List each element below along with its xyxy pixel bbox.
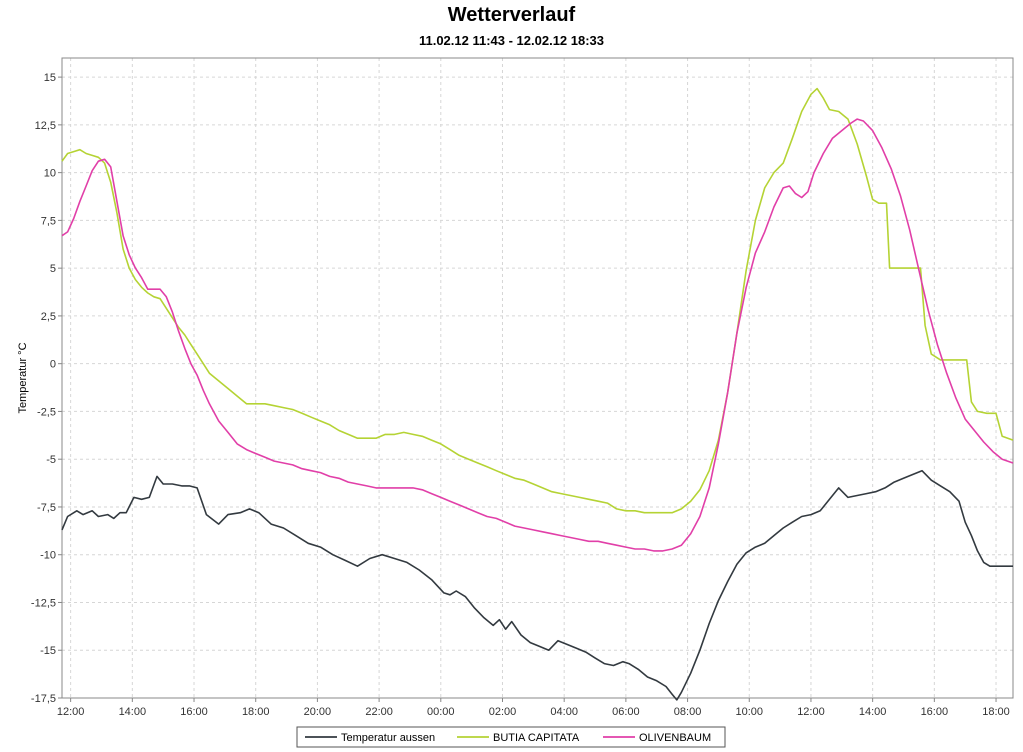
y-tick-label: 7,5	[41, 215, 56, 227]
chart-subtitle: 11.02.12 11:43 - 12.02.12 18:33	[418, 33, 605, 48]
series-line-0	[61, 469, 1013, 701]
series-layer	[61, 87, 1014, 701]
x-tick-label: 08:00	[674, 706, 702, 718]
chart-title: Wetterverlauf	[447, 4, 576, 26]
x-tick-label: 00:00	[427, 706, 455, 718]
y-tick-label: 2,5	[41, 311, 56, 323]
plot-border	[61, 57, 1014, 699]
legend-label-0: Temperatur aussen	[341, 732, 435, 744]
y-tick-label: -2,5	[37, 406, 56, 418]
x-tick-label: 16:00	[180, 706, 208, 718]
x-tick-label: 16:00	[921, 706, 949, 718]
y-tick-label: 15	[44, 72, 56, 84]
y-tick-label: -12,5	[31, 597, 56, 609]
x-tick-label: 14:00	[119, 706, 147, 718]
legend: Temperatur aussen BUTIA CAPITATA OLIVENBAU…	[296, 726, 726, 748]
y-tick-label: 12,5	[35, 120, 56, 132]
legend-label-2: OLIVENBAUM	[639, 732, 711, 744]
y-tick-label: 5	[50, 263, 56, 275]
x-tick-label: 12:00	[57, 706, 85, 718]
grid-layer	[62, 58, 1013, 699]
y-tick-label: -7,5	[37, 502, 56, 514]
series-line-2	[61, 118, 1014, 552]
y-tick-label: 10	[44, 168, 56, 180]
series-line-1	[61, 87, 1014, 514]
x-tick-label: 22:00	[365, 706, 393, 718]
y-axis-label: Temperatur °C	[17, 342, 29, 413]
x-tick-label: 18:00	[242, 706, 270, 718]
legend-label-1: BUTIA CAPITATA	[493, 732, 580, 744]
x-tick-label: 04:00	[550, 706, 578, 718]
y-tick-label: 0	[50, 359, 56, 371]
x-tick-label: 18:00	[982, 706, 1010, 718]
y-tick-label: -15	[40, 645, 56, 657]
x-tick-label: 14:00	[859, 706, 887, 718]
x-tick-label: 06:00	[612, 706, 640, 718]
y-tick-label: -17,5	[31, 693, 56, 705]
x-tick-label: 20:00	[304, 706, 332, 718]
tick-layer: 15 12,5 10 7,5 5 2,5 0 -2,5 -5 -7,5 -10 -12,5 -15 -17…	[31, 72, 1010, 718]
x-tick-label: 10:00	[735, 706, 763, 718]
legend-box	[296, 726, 726, 748]
y-tick-label: -10	[40, 550, 56, 562]
x-tick-label: 02:00	[489, 706, 517, 718]
x-tick-label: 12:00	[797, 706, 825, 718]
y-tick-label: -5	[46, 454, 56, 466]
